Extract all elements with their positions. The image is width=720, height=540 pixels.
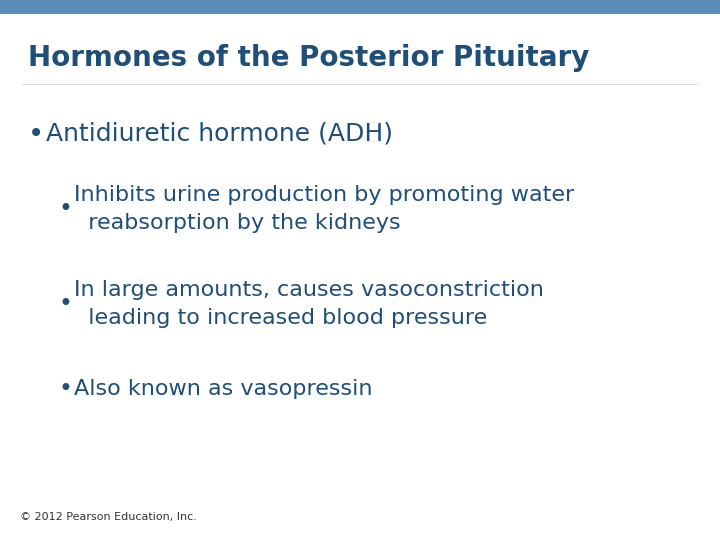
Text: © 2012 Pearson Education, Inc.: © 2012 Pearson Education, Inc. [20, 512, 197, 522]
Bar [0, 0, 720, 14]
Text: Also known as vasopressin: Also known as vasopressin [74, 379, 372, 399]
Text: Inhibits urine production by promoting water
  reabsorption by the kidneys: Inhibits urine production by promoting w… [74, 185, 575, 233]
Text: Hormones of the Posterior Pituitary: Hormones of the Posterior Pituitary [28, 44, 590, 72]
Text: •: • [28, 120, 44, 148]
Text: In large amounts, causes vasoconstriction
  leading to increased blood pressure: In large amounts, causes vasoconstrictio… [74, 280, 544, 328]
Text: Antidiuretic hormone (ADH): Antidiuretic hormone (ADH) [46, 122, 393, 146]
Text: •: • [58, 197, 72, 221]
Text: •: • [58, 292, 72, 316]
Text: •: • [58, 377, 72, 401]
